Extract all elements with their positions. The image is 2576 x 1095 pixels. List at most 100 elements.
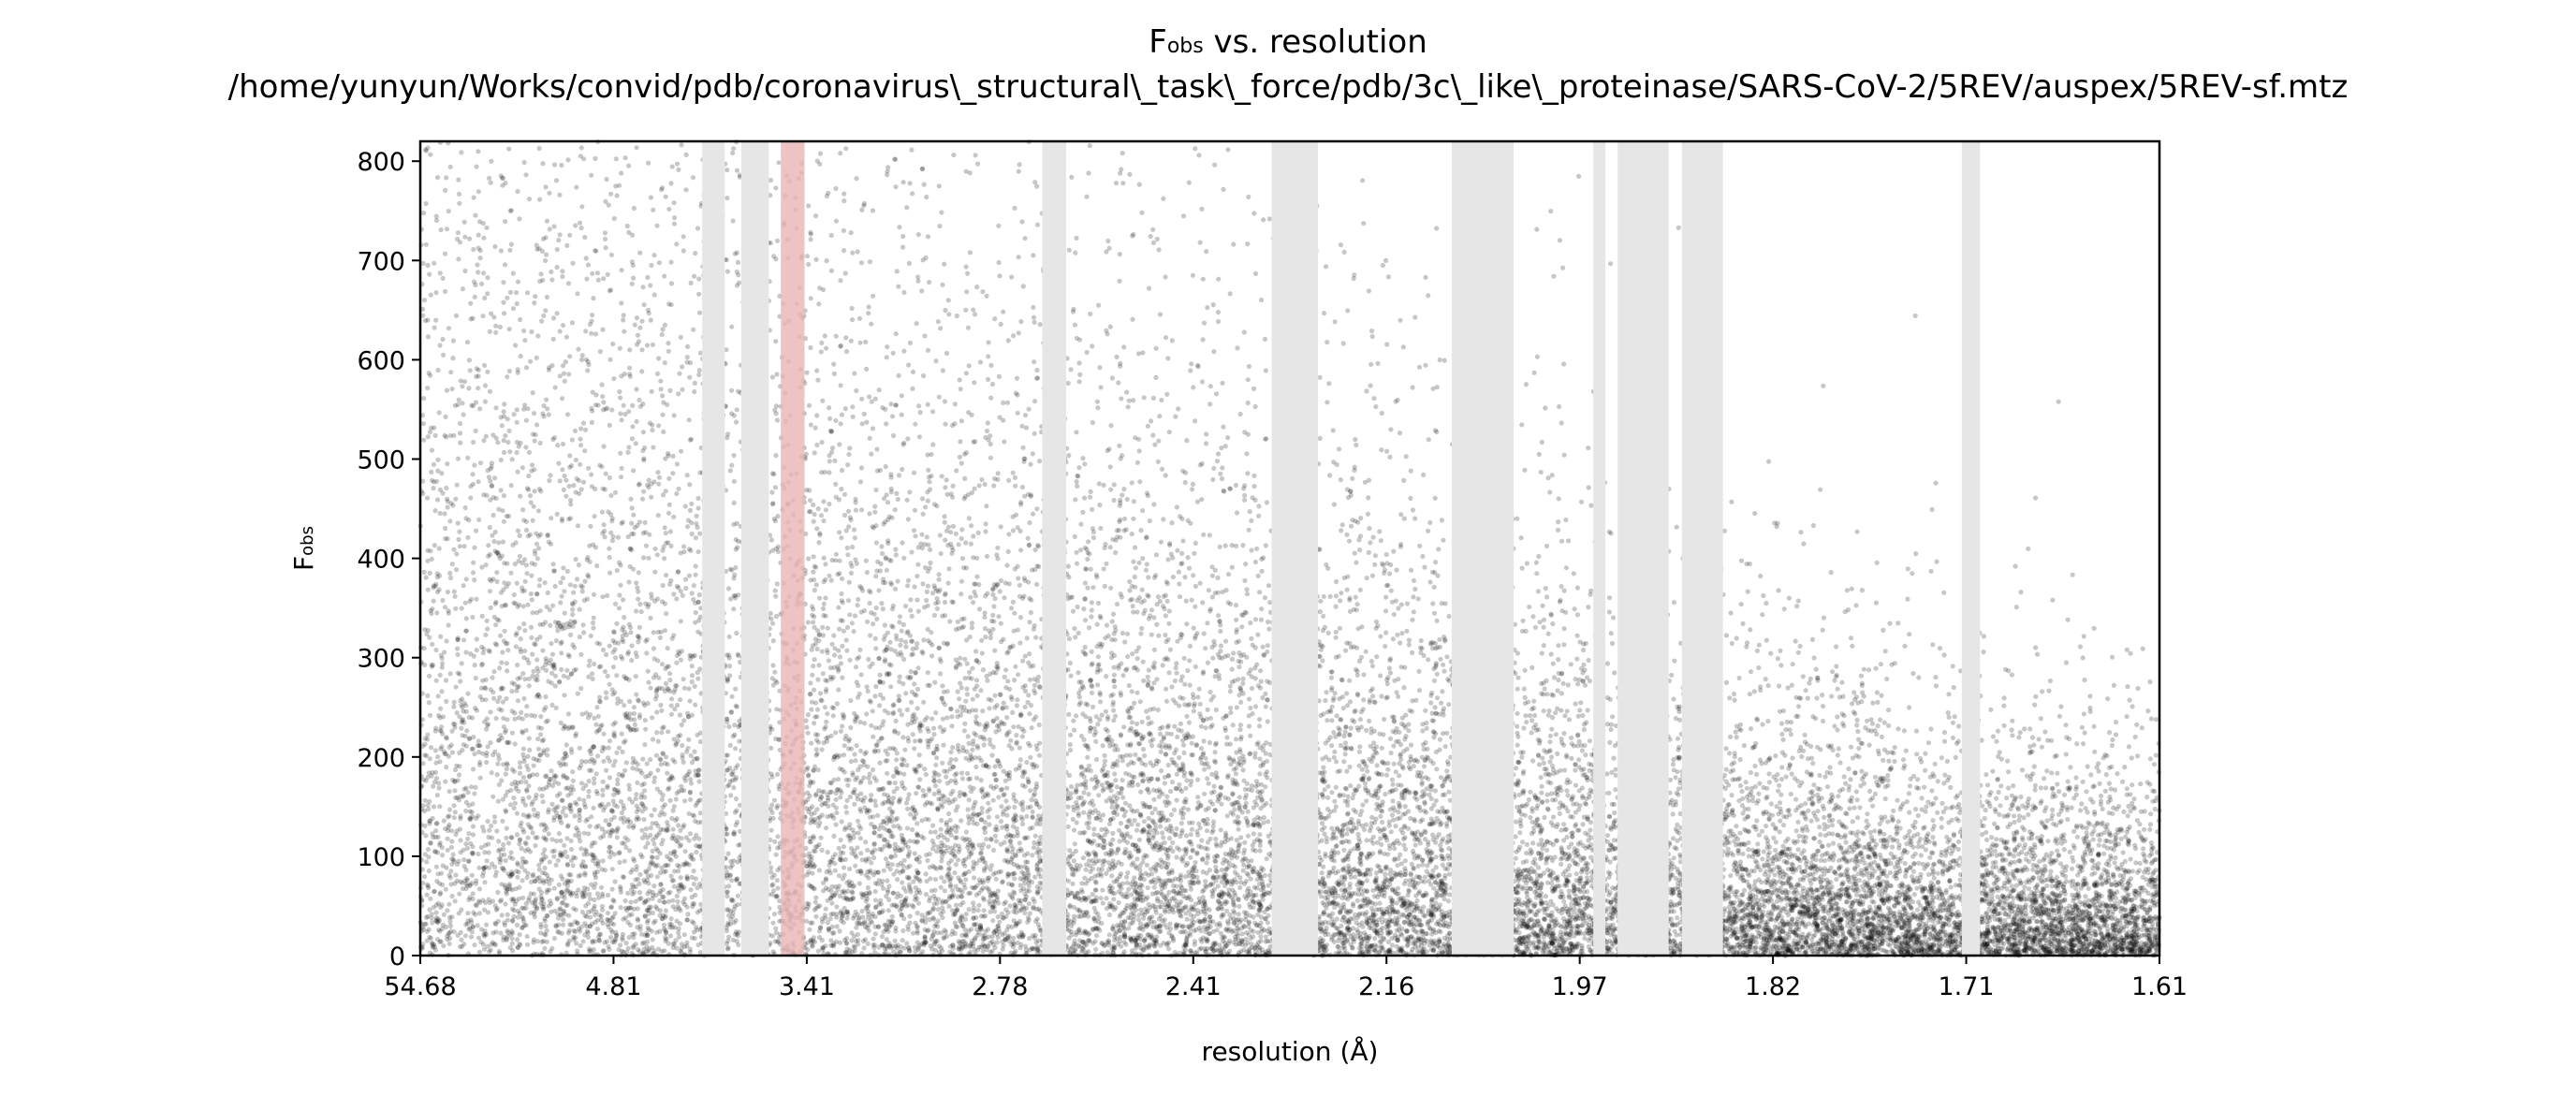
data-point bbox=[1349, 523, 1354, 529]
data-point bbox=[1435, 942, 1441, 948]
data-point bbox=[1236, 826, 1241, 832]
data-point bbox=[1188, 368, 1193, 373]
data-point bbox=[912, 711, 917, 718]
data-point bbox=[2147, 822, 2153, 827]
data-point bbox=[666, 502, 672, 507]
data-point bbox=[548, 622, 553, 628]
data-point bbox=[1000, 706, 1005, 711]
data-point bbox=[1097, 690, 1103, 695]
data-point bbox=[2055, 781, 2060, 787]
data-point bbox=[888, 684, 894, 690]
chart-title: Fobs vs. resolution bbox=[1149, 23, 1427, 61]
data-point bbox=[731, 453, 737, 459]
data-point bbox=[872, 694, 878, 699]
data-point bbox=[768, 865, 774, 870]
data-point bbox=[528, 500, 534, 505]
data-point bbox=[1233, 602, 1239, 608]
data-point bbox=[1844, 588, 1850, 593]
data-point bbox=[808, 296, 813, 301]
data-point bbox=[1097, 613, 1103, 620]
data-point bbox=[984, 553, 990, 560]
data-point bbox=[626, 445, 632, 450]
data-point bbox=[1165, 773, 1171, 779]
data-point bbox=[917, 410, 923, 416]
data-point bbox=[1826, 842, 1832, 848]
data-point bbox=[588, 633, 593, 639]
data-point bbox=[681, 825, 686, 830]
data-point bbox=[578, 781, 585, 786]
data-point bbox=[489, 823, 494, 829]
data-point bbox=[1852, 936, 1857, 942]
data-point bbox=[595, 277, 601, 283]
data-point bbox=[1950, 735, 1955, 741]
data-point bbox=[1903, 923, 1909, 928]
data-point bbox=[1397, 431, 1403, 436]
data-point bbox=[636, 570, 641, 576]
data-point bbox=[811, 664, 816, 669]
data-point bbox=[1151, 647, 1157, 652]
data-point bbox=[1395, 863, 1400, 869]
data-point bbox=[447, 923, 453, 929]
data-point bbox=[976, 660, 982, 665]
data-point bbox=[1404, 943, 1410, 949]
data-point bbox=[609, 407, 615, 413]
data-point bbox=[997, 589, 1003, 594]
data-point bbox=[1765, 856, 1771, 862]
data-point bbox=[1149, 810, 1155, 816]
data-point bbox=[681, 932, 688, 938]
data-point bbox=[644, 650, 650, 656]
data-point bbox=[924, 597, 929, 604]
data-point bbox=[1208, 606, 1213, 612]
data-point bbox=[1956, 863, 1962, 869]
data-point bbox=[446, 813, 452, 819]
data-point bbox=[1187, 926, 1193, 931]
data-point bbox=[1542, 686, 1547, 692]
data-point bbox=[1780, 737, 1786, 743]
data-point bbox=[859, 588, 866, 593]
data-point bbox=[810, 672, 815, 678]
data-point bbox=[1265, 679, 1270, 684]
data-point bbox=[861, 945, 867, 951]
data-point bbox=[459, 937, 464, 942]
data-point bbox=[1145, 787, 1150, 793]
data-point bbox=[2151, 891, 2157, 898]
data-point bbox=[1121, 813, 1127, 819]
data-point bbox=[2091, 902, 2098, 908]
data-point bbox=[618, 474, 624, 480]
data-point bbox=[1012, 474, 1017, 480]
data-point bbox=[1382, 716, 1387, 723]
data-point bbox=[827, 405, 832, 411]
data-point bbox=[472, 791, 477, 796]
data-point bbox=[2036, 949, 2042, 955]
data-point bbox=[730, 150, 736, 156]
data-point bbox=[1120, 630, 1125, 636]
data-point bbox=[938, 826, 944, 832]
data-point bbox=[2065, 617, 2071, 622]
data-point bbox=[494, 570, 500, 576]
data-point bbox=[573, 489, 578, 495]
data-point bbox=[1355, 831, 1361, 838]
data-point bbox=[473, 428, 478, 433]
data-point bbox=[995, 545, 1001, 550]
data-point bbox=[1565, 777, 1571, 782]
data-point bbox=[2144, 795, 2150, 800]
data-point bbox=[1197, 701, 1203, 707]
data-point bbox=[1785, 846, 1791, 852]
data-point bbox=[589, 472, 594, 477]
data-point bbox=[1409, 919, 1414, 925]
data-point bbox=[1184, 438, 1190, 444]
data-point bbox=[1218, 471, 1223, 476]
data-point bbox=[1878, 662, 1883, 667]
data-point bbox=[692, 388, 697, 395]
data-point bbox=[1133, 565, 1138, 571]
data-point bbox=[1408, 742, 1414, 748]
data-point bbox=[1133, 435, 1138, 441]
data-point bbox=[1142, 607, 1148, 613]
data-point bbox=[1199, 460, 1205, 467]
data-point bbox=[1150, 226, 1156, 232]
data-point bbox=[817, 903, 823, 909]
data-point bbox=[1021, 456, 1027, 461]
data-point bbox=[540, 161, 546, 167]
data-point bbox=[1377, 848, 1383, 854]
data-point bbox=[1094, 783, 1100, 789]
